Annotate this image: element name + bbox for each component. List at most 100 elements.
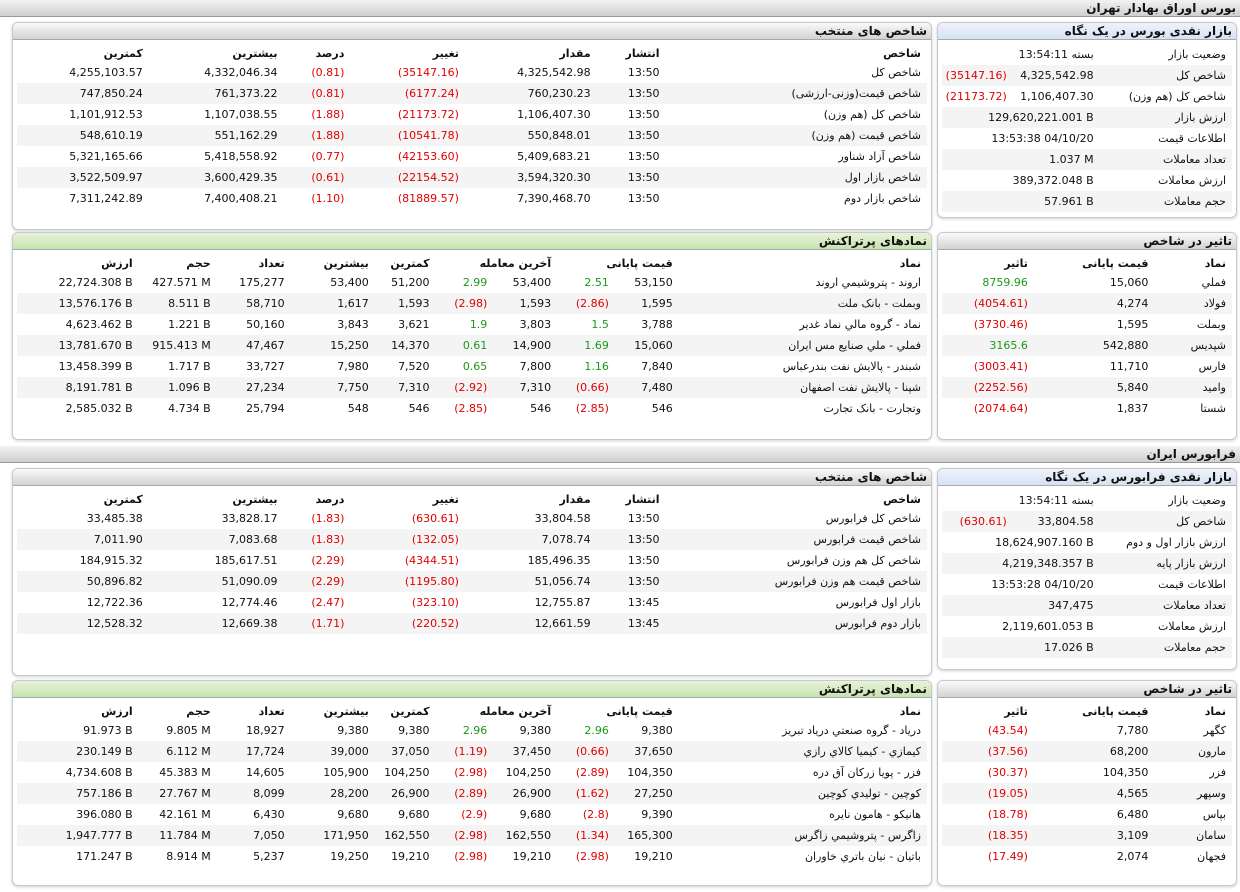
cell-value: (220.52)	[350, 613, 465, 634]
cell-value: 13:50	[627, 512, 660, 525]
cell-value: 14,605	[246, 766, 285, 779]
cell-value: 7,780	[1116, 724, 1149, 737]
cell-value: 760,230.23	[464, 83, 597, 104]
cell-value: (2.29)	[311, 554, 345, 567]
row-label: درياد - گروه صنعتي درياد تبريز	[782, 724, 921, 737]
cell-value: 9,680	[398, 808, 430, 821]
row-label: باتيان - نيان باتري خاوران	[804, 850, 921, 863]
cell-value: 1,947.777 B	[17, 825, 139, 846]
cell-value: (6177.24)	[350, 83, 465, 104]
cell-value: 27,250	[614, 783, 679, 804]
cell-value: 2.99	[462, 276, 488, 289]
table-row: باتيان - نيان باتري خاوران 19,210 (2.98) 19…	[17, 846, 927, 867]
cell-value: (2.92)	[435, 377, 494, 398]
cell-value: 8.914 M	[166, 850, 211, 863]
cell-value: (1.71)	[283, 613, 351, 634]
cell-value: (3730.46)	[973, 318, 1028, 331]
cell-value: 50,160	[246, 318, 285, 331]
column-header: شاخص	[883, 46, 921, 60]
cell-value: 15,060	[1109, 276, 1149, 289]
table-row: سامان 3,109 (18.35)	[942, 825, 1232, 846]
cell-value: 546	[651, 402, 673, 415]
cell-value: 11.784 M	[138, 825, 217, 846]
cell-value: 747,850.24	[17, 83, 149, 104]
cell-value: 19,250	[330, 850, 369, 863]
cell-value: 13:53:28 04/10/20	[991, 578, 1094, 591]
cell-value: 7,800	[519, 360, 552, 373]
cell-value: (1.83)	[311, 512, 345, 525]
table-row: شپنا - پالايش نفت اصفهان 7,480 (0.66) 7,310…	[17, 377, 927, 398]
cell-value: (2.98)	[435, 825, 494, 846]
panel-title: نمادهای پرتراکنش	[13, 681, 931, 698]
cell-value: 1,106,407.30	[517, 108, 591, 121]
cell-value: 185,496.35	[527, 554, 591, 567]
row-label: شاخص کل	[1099, 65, 1232, 86]
cell-value: 13:50	[596, 529, 666, 550]
cell-value: 53,400	[330, 276, 369, 289]
cell-value: 347,475	[942, 595, 1100, 616]
cell-value: 3,621	[398, 318, 430, 331]
cell-value: 7,520	[398, 360, 430, 373]
table-row: کيمازي - کيميا کالاي رازي 37,650 (0.66) 37,…	[17, 741, 927, 762]
column-header: قیمت پایانی	[1082, 256, 1149, 270]
row-label: ارزش معاملات	[1158, 620, 1226, 633]
cell-value: (35147.16)	[942, 65, 1013, 86]
row-label: تعداد معاملات	[1099, 149, 1232, 170]
column-header: بیشترین	[232, 492, 278, 506]
column-header: ارزش	[101, 704, 133, 718]
cell-value: 8.511 B	[138, 293, 217, 314]
cell-value: 3,522,509.97	[17, 167, 149, 188]
row-label: شاخص قیمت(وزنی-ارزشی)	[665, 83, 927, 104]
cell-value: (2.9)	[461, 808, 488, 821]
cell-value: 13,781.670 B	[17, 335, 139, 356]
panel-title: نمادهای پرتراکنش	[13, 233, 931, 250]
table-row: شستا 1,837 (2074.64)	[942, 398, 1232, 419]
cell-value: 58,710	[216, 293, 291, 314]
cell-value: 45.383 M	[159, 766, 211, 779]
cell-value: 12,755.87	[534, 596, 591, 609]
table-row: اطلاعات قیمت 13:53:28 04/10/20	[942, 574, 1232, 595]
cell-value: 1.5	[591, 318, 609, 331]
cell-value: 104,350	[1102, 766, 1149, 779]
cell-value: (18.78)	[987, 808, 1028, 821]
cell-value: 1.717 B	[168, 360, 211, 373]
cell-value: 8,099	[216, 783, 291, 804]
cell-value: 7,480	[614, 377, 679, 398]
cell-value: 185,617.51	[214, 554, 278, 567]
cell-value: 1.69	[557, 335, 615, 356]
cell-value: 12,669.38	[148, 613, 284, 634]
cell-value: (10541.78)	[350, 125, 465, 146]
cell-value: 15,250	[290, 335, 375, 356]
cell-value: 230.149 B	[17, 741, 139, 762]
table-row: ارزش معاملات 2,119,601.053 B	[942, 616, 1232, 637]
cell-value: 3165.6	[942, 335, 1034, 356]
cell-value: 1,107,038.55	[204, 108, 278, 121]
column-header: حجم	[186, 256, 211, 270]
data-table: نماد قیمت پایانی آخرین معامله کمترین بیشترین…	[17, 254, 927, 419]
cell-value: 105,900	[323, 766, 369, 779]
row-label: شاخص کل (هم وزن)	[1128, 90, 1226, 103]
cell-value: 1,617	[290, 293, 375, 314]
cell-value: 2,074	[1116, 850, 1149, 863]
section-title: فرابورس ایران	[0, 446, 1240, 463]
cell-value: 7,310	[374, 377, 436, 398]
column-header: بیشترین	[323, 256, 369, 270]
row-label: شاخص کل (هم وزن)	[823, 108, 921, 121]
cell-value: 28,200	[290, 783, 375, 804]
column-header: حجم	[186, 704, 211, 718]
row-label: شاخص آزاد شناور	[838, 150, 921, 163]
cell-value: 13,576.176 B	[17, 293, 139, 314]
cell-value: (2.89)	[575, 766, 609, 779]
cell-value: 9,380	[519, 724, 552, 737]
column-header: بیشترین	[232, 46, 278, 60]
cell-value: 13:50	[596, 125, 666, 146]
cell-value: 2.51	[584, 276, 609, 289]
table-row: وسپهر 4,565 (19.05)	[942, 783, 1232, 804]
cell-value: (323.10)	[411, 596, 459, 609]
cell-value: 171,950	[290, 825, 375, 846]
row-label: شپديس	[1154, 335, 1232, 356]
cell-value: 162,550	[374, 825, 436, 846]
row-label: شاخص بازار دوم	[844, 192, 921, 205]
panel-title: تاثیر در شاخص	[938, 681, 1236, 698]
row-label: شستا	[1200, 402, 1226, 415]
